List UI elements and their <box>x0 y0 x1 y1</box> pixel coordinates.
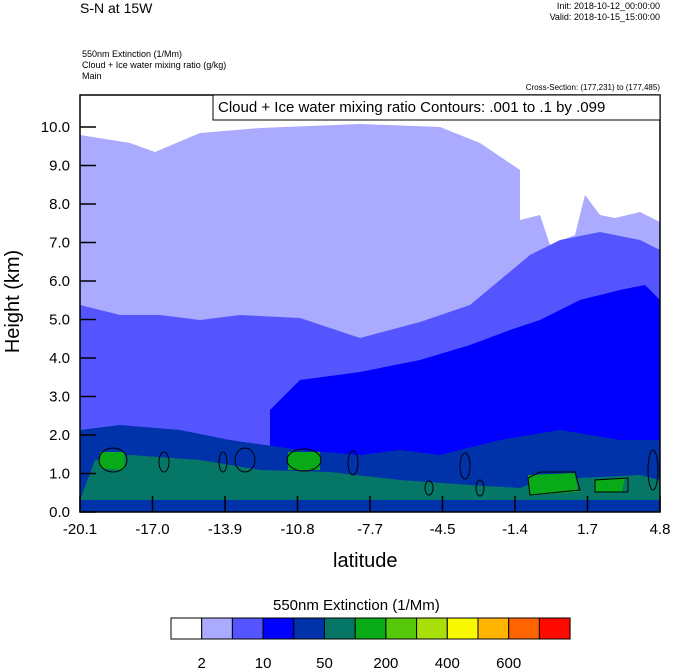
y-tick-label: 6.0 <box>49 273 70 290</box>
y-tick-label: 5.0 <box>49 312 70 329</box>
colorbar-swatch <box>446 617 479 640</box>
cross-section-label: Cross-Section: (177,231) to (177,485) <box>525 83 660 92</box>
x-tick-label: -20.1 <box>63 521 97 538</box>
contour-info-box <box>212 94 661 121</box>
colorbar-title: 550nm Extinction (1/Mm) <box>273 597 440 614</box>
colorbar-swatch <box>416 617 448 640</box>
colorbar-label: 200 <box>373 655 398 668</box>
field-1: 550nm Extinction (1/Mm) <box>82 49 183 59</box>
y-axis-label: Height (km) <box>2 249 25 354</box>
colorbar-swatch <box>538 617 571 640</box>
colorbar-swatch <box>477 617 510 640</box>
x-tick-label: -13.9 <box>208 521 242 538</box>
colorbar-swatch <box>201 617 233 640</box>
y-tick-label: 9.0 <box>49 158 70 175</box>
contour-info: Cloud + Ice water mixing ratio Contours:… <box>218 99 606 116</box>
colorbar-label: 10 <box>255 655 272 668</box>
x-tick-label: -1.4 <box>502 521 528 538</box>
y-tick-label: 2.0 <box>49 427 70 444</box>
field-2: Cloud + Ice water mixing ratio (g/kg) <box>82 60 227 70</box>
colorbar-swatch <box>508 617 540 640</box>
fill-level-5 <box>80 455 660 500</box>
y-tick-label: 7.0 <box>49 235 70 252</box>
field-3: Main <box>82 71 102 81</box>
x-axis-label: latitude <box>333 550 398 572</box>
x-tick-label: -17.0 <box>135 521 169 538</box>
colorbar-swatch <box>354 617 387 640</box>
colorbar-swatch <box>324 617 356 640</box>
x-tick-label: -10.8 <box>280 521 314 538</box>
colorbar-swatch <box>262 617 295 640</box>
x-tick-label: 1.7 <box>577 521 598 538</box>
colorbar-swatch <box>170 617 203 640</box>
colorbar-label: 400 <box>435 655 460 668</box>
x-tick-label: -7.7 <box>357 521 383 538</box>
y-tick-label: 4.0 <box>49 350 70 367</box>
plot-title: S-N at 15W <box>80 0 153 16</box>
colorbar-label: 50 <box>316 655 333 668</box>
contour-fills <box>80 95 660 512</box>
init-time: Init: 2018-10-12_00:00:00 <box>556 1 660 11</box>
colorbar-label: 2 <box>198 655 206 668</box>
colorbar-label: 600 <box>496 655 521 668</box>
y-tick-label: 3.0 <box>49 389 70 406</box>
x-tick-label: 4.8 <box>650 521 671 538</box>
y-tick-label: 10.0 <box>41 119 70 136</box>
x-tick-label: -4.5 <box>430 521 456 538</box>
valid-time: Valid: 2018-10-15_15:00:00 <box>549 12 660 22</box>
mixing-ratio-contours <box>98 447 659 497</box>
colorbar-swatch <box>231 617 264 640</box>
colorbar-swatch <box>293 617 325 640</box>
y-tick-label: 0.0 <box>49 504 70 521</box>
y-tick-label: 8.0 <box>49 196 70 213</box>
colorbar-swatch <box>385 617 418 640</box>
y-tick-label: 1.0 <box>49 466 70 483</box>
